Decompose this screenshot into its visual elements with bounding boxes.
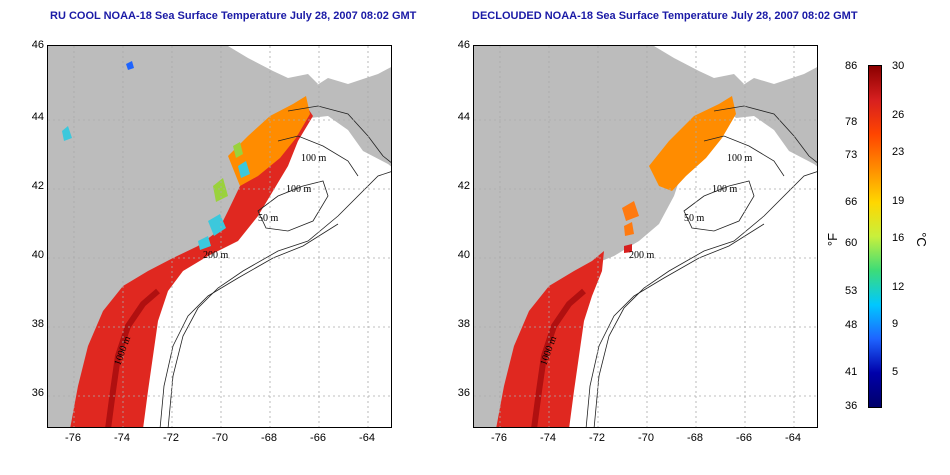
lon-tick: -72 bbox=[163, 432, 179, 444]
lon-tick: -76 bbox=[65, 432, 81, 444]
isobath-label: 50 m bbox=[258, 213, 279, 224]
lon-tick: -64 bbox=[785, 432, 801, 444]
isobath-label: 200 m bbox=[203, 250, 229, 261]
lon-tick: -70 bbox=[638, 432, 654, 444]
lat-tick: 42 bbox=[457, 180, 470, 192]
land-mass bbox=[48, 46, 391, 427]
lat-tick: 36 bbox=[457, 387, 470, 399]
sst-gulf-maine bbox=[228, 96, 310, 186]
colorbar-c-label: 23 bbox=[892, 146, 905, 158]
lat-tick: 40 bbox=[457, 249, 470, 261]
lat-tick: 38 bbox=[31, 318, 44, 330]
isobath-label: 100 m bbox=[712, 184, 738, 195]
sst-shelf bbox=[70, 101, 313, 427]
isobath-contours bbox=[159, 105, 391, 427]
isobath-label: 50 m bbox=[684, 213, 705, 224]
map-title-right: DECLOUDED NOAA-18 Sea Surface Temperatur… bbox=[472, 10, 858, 22]
isobath-contours bbox=[585, 105, 817, 427]
lon-tick: -70 bbox=[212, 432, 228, 444]
colorbar-c-label: 19 bbox=[892, 195, 905, 207]
sst-orange-patch bbox=[622, 201, 639, 236]
graticule bbox=[48, 46, 391, 427]
lon-tick: -68 bbox=[687, 432, 703, 444]
graticule bbox=[474, 46, 817, 427]
lat-tick: 42 bbox=[31, 180, 44, 192]
lat-tick: 38 bbox=[457, 318, 470, 330]
colorbar-f-label: 86 bbox=[845, 60, 858, 72]
colorbar-f-label: 36 bbox=[845, 400, 858, 412]
colorbar-c-label: 26 bbox=[892, 109, 905, 121]
colorbar-c-label: 16 bbox=[892, 232, 905, 244]
colorbar-f-label: 78 bbox=[845, 116, 858, 128]
isobath-label: 100 m bbox=[286, 184, 312, 195]
sst-red-patch bbox=[624, 244, 632, 253]
sst-green bbox=[213, 142, 243, 202]
lon-tick: -64 bbox=[359, 432, 375, 444]
lat-tick: 44 bbox=[457, 111, 470, 123]
lon-tick: -74 bbox=[540, 432, 556, 444]
map-svg-left: 100 m 100 m 50 m 200 m 1000 m bbox=[48, 46, 391, 427]
unit-celsius: °C bbox=[913, 232, 929, 247]
colorbar-c-label: 30 bbox=[892, 60, 905, 72]
lon-tick: -66 bbox=[310, 432, 326, 444]
colorbar-c-label: 5 bbox=[892, 366, 899, 378]
lat-tick: 44 bbox=[31, 111, 44, 123]
colorbar-c-label: 12 bbox=[892, 281, 905, 293]
isobath-label: 200 m bbox=[629, 250, 655, 261]
map-title-left: RU COOL NOAA-18 Sea Surface Temperature … bbox=[50, 10, 417, 22]
colorbar-f-label: 53 bbox=[845, 285, 858, 297]
colorbar-c-label: 9 bbox=[892, 318, 899, 330]
lat-tick: 46 bbox=[31, 39, 44, 51]
lon-tick: -66 bbox=[736, 432, 752, 444]
lon-tick: -72 bbox=[589, 432, 605, 444]
lon-tick: -76 bbox=[491, 432, 507, 444]
sst-colorbar bbox=[868, 65, 882, 408]
lon-tick: -68 bbox=[261, 432, 277, 444]
colorbar-f-label: 60 bbox=[845, 237, 858, 249]
colorbar-f-label: 48 bbox=[845, 319, 858, 331]
colorbar-f-label: 66 bbox=[845, 196, 858, 208]
unit-fahrenheit: °F bbox=[825, 232, 841, 247]
colorbar-f-label: 73 bbox=[845, 149, 858, 161]
isobath-label: 100 m bbox=[301, 153, 327, 164]
land-mass bbox=[474, 46, 817, 427]
lat-tick: 46 bbox=[457, 39, 470, 51]
lat-tick: 40 bbox=[31, 249, 44, 261]
map-svg-right: 100 m 100 m 50 m 200 m 1000 m bbox=[474, 46, 817, 427]
isobath-label: 100 m bbox=[727, 153, 753, 164]
lat-tick: 36 bbox=[31, 387, 44, 399]
colorbar-f-label: 41 bbox=[845, 366, 858, 378]
lon-tick: -74 bbox=[114, 432, 130, 444]
sst-blue-dot bbox=[126, 61, 134, 70]
map-panel-right[interactable]: 100 m 100 m 50 m 200 m 1000 m bbox=[473, 45, 818, 428]
map-panel-left[interactable]: 100 m 100 m 50 m 200 m 1000 m bbox=[47, 45, 392, 428]
